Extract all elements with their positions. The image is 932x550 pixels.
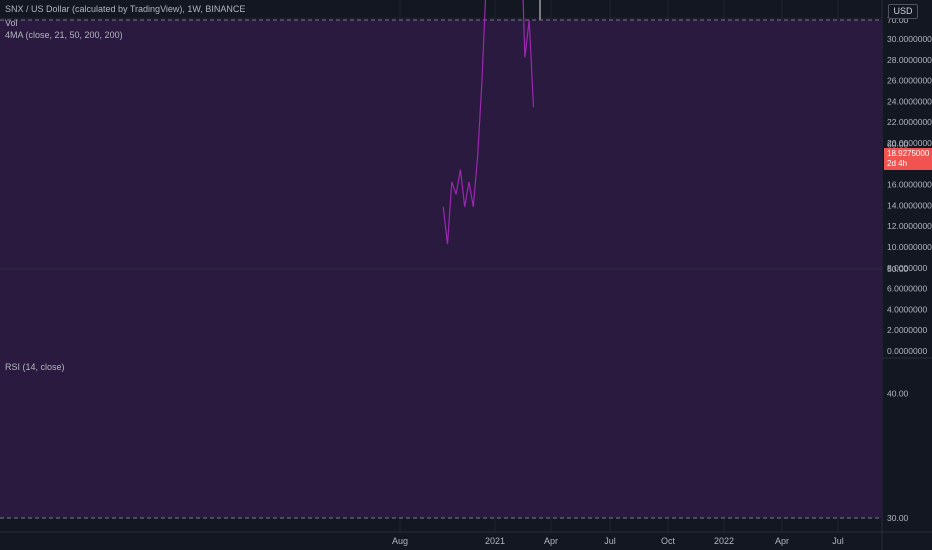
price-tick-label: 0.0000000 (887, 346, 927, 356)
time-tick-label: Aug (392, 536, 408, 546)
ma-legend: 4MA (close, 21, 50, 200, 200) (5, 30, 123, 40)
time-tick-label: Jul (832, 536, 844, 546)
price-tick-label: 4.0000000 (887, 304, 927, 314)
price-tick-label: 12.0000000 (887, 221, 932, 231)
rsi-tick-label: 30.00 (887, 513, 909, 523)
price-tick-label: 16.0000000 (887, 180, 932, 190)
rsi-tick-label: 70.00 (887, 15, 909, 25)
rsi-tick-label: 50.00 (887, 264, 909, 274)
time-tick-label: Jul (604, 536, 616, 546)
price-tick-label: 10.0000000 (887, 242, 932, 252)
rsi-legend: RSI (14, close) (5, 362, 65, 372)
price-tick-label: 8.0000000 (887, 263, 927, 273)
last-price-tag: 18.9275000 2d 4h (884, 148, 932, 170)
price-tick-label: 30.0000000 (887, 34, 932, 44)
time-tick-label: Oct (661, 536, 676, 546)
price-tick-label: 26.0000000 (887, 76, 932, 86)
price-tick-label: 22.0000000 (887, 117, 932, 127)
time-tick-label: Apr (544, 536, 558, 546)
rsi-tick-label: 60.00 (887, 140, 909, 150)
time-tick-label: Apr (775, 536, 789, 546)
volume-legend: Vol (5, 18, 18, 28)
time-tick-label: 2021 (485, 536, 505, 546)
price-tick-label: 14.0000000 (887, 200, 932, 210)
price-tick-label: 6.0000000 (887, 284, 927, 294)
price-tick-label: 2.0000000 (887, 325, 927, 335)
bar-countdown: 2d 4h (887, 159, 908, 168)
price-tick-label: 20.0000000 (887, 138, 932, 148)
rsi-tick-label: 40.00 (887, 389, 909, 399)
time-tick-label: 2022 (714, 536, 734, 546)
price-tick-label: 24.0000000 (887, 96, 932, 106)
symbol-legend: SNX / US Dollar (calculated by TradingVi… (5, 4, 246, 14)
rsi-line (442, 0, 535, 245)
price-tick-label: 28.0000000 (887, 55, 932, 65)
currency-badge[interactable]: USD (888, 4, 918, 19)
last-price-value: 18.9275000 (887, 149, 930, 158)
